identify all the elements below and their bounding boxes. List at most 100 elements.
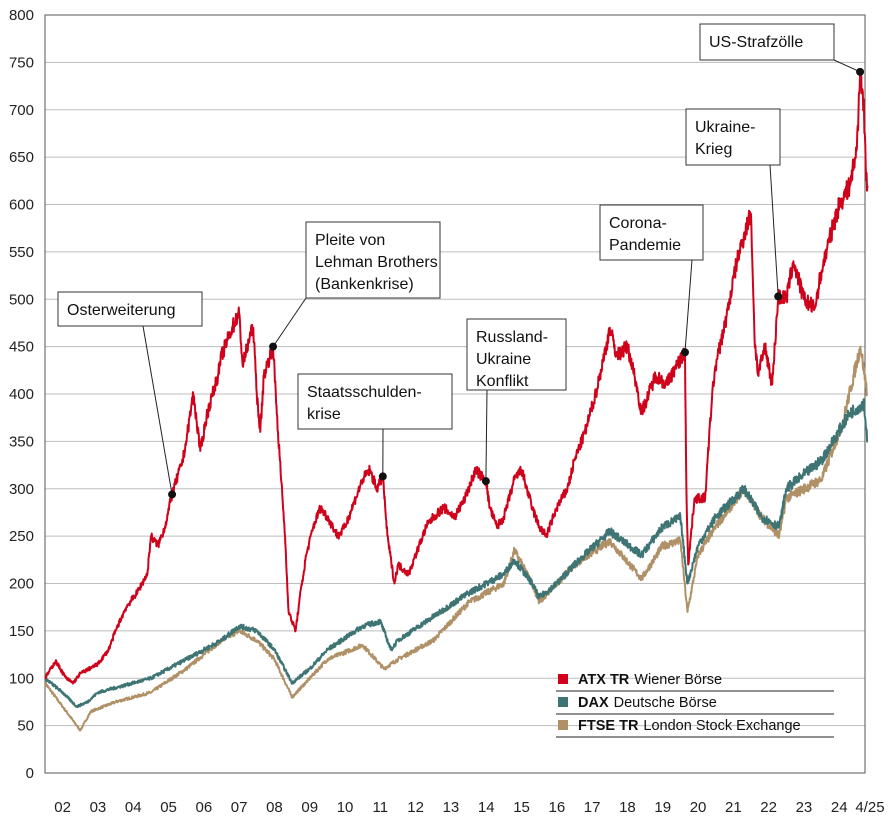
legend-series-desc: London Stock Exchange bbox=[643, 718, 800, 734]
x-tick-label: 04 bbox=[125, 799, 142, 816]
x-tick-label: 4/25 bbox=[855, 799, 884, 816]
x-tick-label: 17 bbox=[584, 799, 601, 816]
y-tick-label: 700 bbox=[9, 102, 34, 119]
legend-item: DAX Deutsche Börse bbox=[556, 695, 834, 715]
x-tick-label: 18 bbox=[619, 799, 636, 816]
x-tick-label: 09 bbox=[301, 799, 318, 816]
y-tick-label: 300 bbox=[9, 481, 34, 498]
x-tick-label: 05 bbox=[160, 799, 177, 816]
annotation-text: (Bankenkrise) bbox=[315, 276, 414, 293]
series-line-dax bbox=[44, 398, 869, 709]
annotation: US-Strafzölle bbox=[699, 23, 865, 76]
annotation-text: Russland- bbox=[476, 329, 548, 346]
x-tick-label: 03 bbox=[90, 799, 107, 816]
x-tick-label: 08 bbox=[266, 799, 283, 816]
y-tick-label: 100 bbox=[9, 670, 34, 687]
series-line-atx-tr bbox=[44, 70, 869, 685]
y-tick-label: 50 bbox=[17, 718, 34, 735]
legend-label: ATX TR Wiener Börse bbox=[578, 672, 722, 688]
legend-series-name: FTSE TR bbox=[578, 718, 639, 734]
x-tick-label: 07 bbox=[231, 799, 248, 816]
annotation: Pleite von Lehman Brothers (Bankenkrise) bbox=[269, 221, 441, 351]
legend-series-desc: Deutsche Börse bbox=[614, 695, 717, 711]
x-tick-label: 14 bbox=[478, 799, 495, 816]
annotation-box bbox=[57, 291, 203, 327]
y-tick-label: 500 bbox=[9, 291, 34, 308]
annotation-text: Lehman Brothers bbox=[315, 254, 438, 271]
x-tick-label: 24 bbox=[831, 799, 848, 816]
annotation-text: Ukraine- bbox=[695, 119, 755, 136]
legend-series-desc: Wiener Börse bbox=[634, 672, 722, 688]
annotation-box bbox=[466, 318, 567, 391]
x-tick-label: 15 bbox=[513, 799, 530, 816]
annotation-text: Pandemie bbox=[609, 237, 681, 254]
legend-series-name: ATX TR bbox=[578, 672, 630, 688]
y-tick-label: 450 bbox=[9, 339, 34, 356]
x-tick-label: 19 bbox=[654, 799, 671, 816]
x-tick-label: 13 bbox=[443, 799, 460, 816]
legend-label: FTSE TR London Stock Exchange bbox=[578, 718, 801, 734]
annotation-text: krise bbox=[307, 406, 341, 423]
legend-swatch bbox=[558, 674, 568, 684]
y-tick-label: 550 bbox=[9, 244, 34, 261]
x-tick-label: 02 bbox=[54, 799, 71, 816]
annotation-text: Corona- bbox=[609, 215, 667, 232]
annotation-marker bbox=[481, 477, 490, 486]
legend-item: FTSE TR London Stock Exchange bbox=[556, 718, 834, 738]
annotation-text: Ukraine bbox=[476, 351, 531, 368]
annotation-marker bbox=[269, 342, 278, 351]
x-tick-label: 11 bbox=[373, 799, 389, 816]
annotation: Staatsschulden-krise bbox=[297, 373, 453, 481]
annotation-leader-line bbox=[684, 259, 693, 353]
annotation-leader-line bbox=[833, 59, 861, 73]
legend-swatch bbox=[558, 720, 568, 730]
annotation-box bbox=[297, 373, 453, 430]
legend-label: DAX Deutsche Börse bbox=[578, 695, 717, 711]
y-tick-label: 150 bbox=[9, 623, 34, 640]
annotation-marker bbox=[168, 490, 177, 499]
y-tick-label: 650 bbox=[9, 149, 34, 166]
annotation-text: Krieg bbox=[695, 141, 732, 158]
annotation: Ukraine- Krieg bbox=[685, 108, 783, 301]
x-tick-label: 21 bbox=[725, 799, 742, 816]
annotation-leader-line bbox=[142, 325, 173, 495]
annotation-text: Konflikt bbox=[476, 373, 529, 390]
annotation-marker bbox=[774, 292, 783, 301]
y-tick-label: 400 bbox=[9, 386, 34, 403]
annotation-marker bbox=[378, 472, 387, 481]
y-tick-label: 600 bbox=[9, 197, 34, 214]
y-tick-label: 800 bbox=[9, 7, 34, 24]
annotation-leader-line bbox=[485, 389, 488, 482]
plot-frame bbox=[44, 14, 866, 774]
y-tick-label: 0 bbox=[26, 765, 34, 782]
annotation: Corona- Pandemie bbox=[599, 204, 704, 357]
annotation-text: US-Strafzölle bbox=[709, 34, 803, 51]
x-tick-label: 10 bbox=[337, 799, 354, 816]
annotation: Russland- Ukraine Konflikt bbox=[466, 318, 567, 486]
y-tick-label: 750 bbox=[9, 54, 34, 71]
annotation-box bbox=[305, 221, 441, 299]
legend-swatch bbox=[558, 697, 568, 707]
series-line-ftse-tr bbox=[44, 345, 869, 732]
x-tick-label: 22 bbox=[760, 799, 777, 816]
annotation-box bbox=[599, 204, 704, 261]
x-tick-label: 12 bbox=[407, 799, 424, 816]
x-tick-label: 06 bbox=[196, 799, 213, 816]
y-tick-label: 200 bbox=[9, 576, 34, 593]
annotation-text: Staatsschulden- bbox=[307, 384, 422, 401]
legend-series-name: DAX bbox=[578, 695, 609, 711]
x-tick-label: 20 bbox=[690, 799, 707, 816]
annotation-box bbox=[685, 108, 781, 166]
x-tick-label: 23 bbox=[796, 799, 813, 816]
annotation-marker bbox=[856, 67, 865, 76]
annotation-text: Osterweiterung bbox=[67, 302, 176, 319]
annotation: Osterweiterung bbox=[57, 291, 203, 499]
y-tick-label: 250 bbox=[9, 528, 34, 545]
annotation-leader-line bbox=[272, 297, 307, 347]
x-tick-label: 16 bbox=[549, 799, 566, 816]
annotation-leader-line bbox=[769, 164, 779, 297]
annotation-text: Pleite von bbox=[315, 232, 385, 249]
annotation-marker bbox=[680, 348, 689, 357]
